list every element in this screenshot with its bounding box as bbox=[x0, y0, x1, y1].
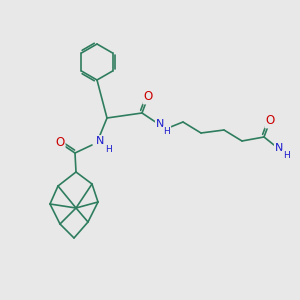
Text: H: H bbox=[283, 151, 290, 160]
Text: N: N bbox=[96, 136, 104, 146]
Text: N: N bbox=[275, 143, 283, 153]
Text: O: O bbox=[56, 136, 64, 149]
Text: O: O bbox=[143, 91, 153, 103]
Text: H: H bbox=[164, 127, 170, 136]
Text: O: O bbox=[266, 115, 274, 128]
Text: N: N bbox=[156, 119, 164, 129]
Text: H: H bbox=[105, 145, 111, 154]
